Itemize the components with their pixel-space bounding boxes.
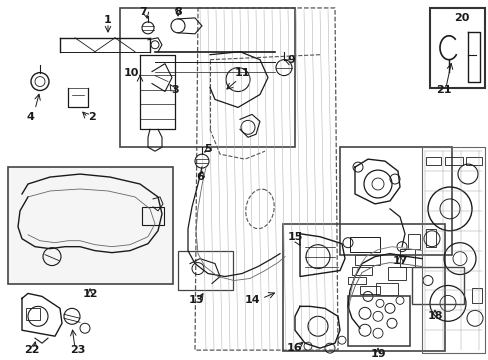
Bar — [283, 224, 444, 351]
Bar — [407, 234, 419, 249]
Bar — [349, 237, 379, 252]
Text: 3: 3 — [171, 85, 179, 95]
Text: 14: 14 — [244, 296, 259, 305]
Bar — [465, 157, 481, 165]
Text: 9: 9 — [286, 55, 294, 65]
Text: 11: 11 — [234, 68, 249, 78]
Bar — [471, 288, 481, 303]
Text: 13: 13 — [188, 296, 203, 305]
Bar — [411, 266, 463, 304]
Text: 10: 10 — [123, 68, 139, 78]
Bar — [8, 167, 173, 284]
Bar — [142, 207, 163, 225]
Bar — [354, 255, 379, 265]
Bar — [339, 147, 451, 255]
Text: 12: 12 — [82, 289, 98, 300]
Text: 7: 7 — [139, 7, 146, 17]
Text: 8: 8 — [174, 7, 182, 17]
Text: 2: 2 — [88, 112, 96, 122]
Bar — [399, 249, 414, 266]
Text: 20: 20 — [453, 13, 469, 23]
Bar — [359, 287, 379, 294]
Text: 18: 18 — [427, 311, 442, 321]
Bar — [429, 8, 484, 87]
Bar — [444, 157, 462, 165]
Text: 1: 1 — [104, 15, 112, 25]
Bar — [425, 157, 440, 165]
Text: 22: 22 — [24, 345, 40, 355]
Bar — [375, 283, 397, 296]
Bar — [425, 229, 435, 247]
Bar — [347, 276, 365, 284]
Bar — [387, 266, 405, 280]
Bar — [120, 8, 294, 147]
Text: 19: 19 — [369, 349, 385, 359]
Text: 4: 4 — [26, 112, 34, 122]
Text: 15: 15 — [287, 232, 302, 242]
Text: 16: 16 — [286, 343, 302, 353]
Text: 5: 5 — [204, 144, 211, 154]
Text: 17: 17 — [391, 256, 407, 266]
Text: 21: 21 — [435, 85, 451, 95]
Bar — [351, 266, 371, 275]
Bar — [178, 251, 232, 291]
Text: 6: 6 — [196, 172, 203, 182]
Bar — [26, 309, 40, 320]
Bar — [347, 296, 409, 346]
Text: 23: 23 — [70, 345, 85, 355]
